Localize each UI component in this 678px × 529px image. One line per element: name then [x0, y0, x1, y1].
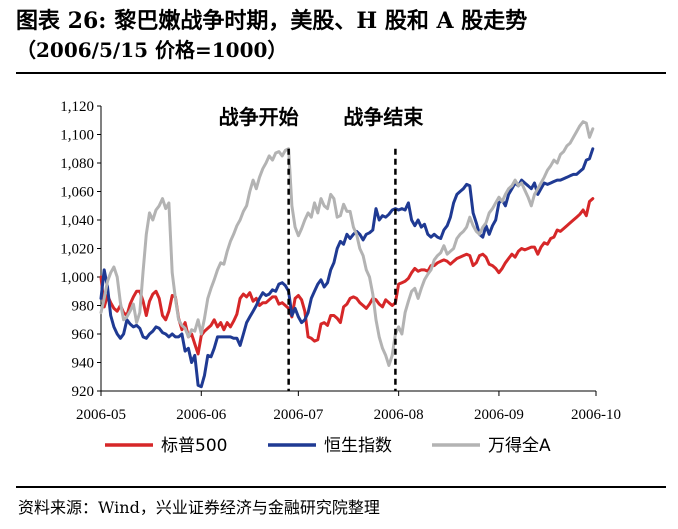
figure-label: 图表 26: [16, 8, 107, 34]
source-note: 资料来源：Wind，兴业证券经济与金融研究院整理 [18, 498, 380, 517]
y-tick-label: 1,020 [60, 242, 94, 258]
legend-wind-all-a-label: 万得全A [488, 436, 551, 456]
x-tick-label: 2006-10 [571, 407, 621, 423]
title-line: 图表 26: 黎巴嫩战争时期，美股、H 股和 A 股走势 [16, 6, 666, 36]
x-tick-label: 2006-08 [374, 407, 424, 423]
annotation-layer: 战争开始 战争结束 [219, 105, 424, 391]
legend-hang-seng-label: 恒生指数 [324, 436, 392, 456]
y-tick-label: 980 [72, 299, 95, 315]
x-tick-label: 2006-06 [176, 407, 226, 423]
x-tick-label: 2006-09 [474, 407, 524, 423]
y-tick-label: 940 [72, 356, 95, 372]
war-start-label: 战争开始 [219, 105, 299, 129]
title-block: 图表 26: 黎巴嫩战争时期，美股、H 股和 A 股走势 （2006/5/15 价… [16, 6, 666, 64]
sp500-line [99, 197, 595, 356]
war-end-label: 战争结束 [343, 105, 424, 129]
axes: 920 940 960 980 1,000 1,020 1,040 1,060 1,080 1,1… [60, 99, 621, 423]
x-tick-label: 2006-07 [273, 407, 323, 423]
y-tick-label: 1,120 [60, 99, 94, 115]
y-tick-label: 1,000 [60, 270, 94, 286]
wind-all-a-line [99, 120, 595, 367]
chart-subtitle: （2006/5/15 价格=1000） [16, 38, 288, 62]
page-title: 黎巴嫩战争时期，美股、H 股和 A 股走势 [114, 8, 528, 34]
y-tick-label: 1,060 [60, 185, 94, 201]
y-tick-label: 1,040 [60, 213, 94, 229]
title-divider [16, 72, 666, 74]
legend: 标普500 恒生指数 万得全A [105, 436, 551, 456]
series-layer [99, 120, 595, 389]
line-chart: 920 940 960 980 1,000 1,020 1,040 1,060 1,080 1,1… [60, 99, 621, 456]
y-tick-label: 1,080 [60, 156, 94, 172]
legend-sp500-label: 标普500 [161, 436, 227, 456]
y-tick-label: 920 [72, 384, 95, 400]
y-tick-label: 960 [72, 327, 95, 343]
hang-seng-line [99, 147, 595, 389]
source-divider [16, 486, 666, 488]
x-tick-label: 2006-05 [76, 407, 126, 423]
y-tick-label: 1,100 [60, 128, 94, 144]
